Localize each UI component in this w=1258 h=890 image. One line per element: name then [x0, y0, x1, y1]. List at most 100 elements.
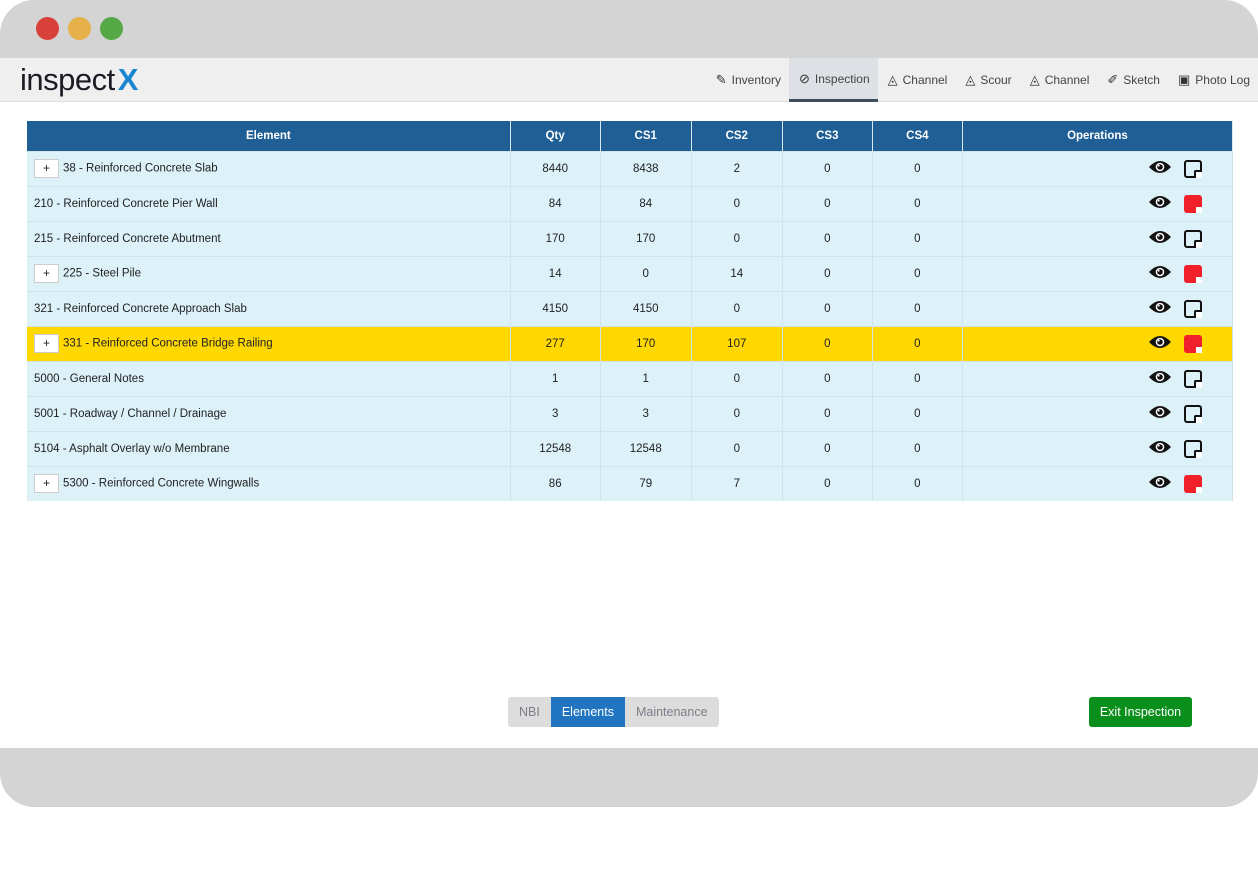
table-row[interactable]: 5104 - Asphalt Overlay w/o Membrane 12548… [27, 430, 1234, 466]
cs2-cell: 0 [691, 360, 783, 396]
cs1-cell: 79 [600, 465, 692, 501]
view-eye-icon[interactable] [1148, 229, 1172, 248]
view-eye-icon[interactable] [1148, 299, 1172, 318]
view-eye-icon[interactable] [1148, 404, 1172, 423]
table-row[interactable]: +225 - Steel Pile 14 0 14 0 0 [27, 255, 1234, 291]
note-flagged-icon[interactable] [1184, 194, 1202, 213]
segment-elements[interactable]: Elements [550, 697, 625, 727]
view-eye-icon[interactable] [1148, 369, 1172, 388]
note-icon[interactable] [1184, 404, 1202, 423]
cs1-cell: 3 [600, 395, 692, 431]
cs3-cell: 0 [782, 360, 873, 396]
table-row[interactable]: +5300 - Reinforced Concrete Wingwalls 86 7… [27, 465, 1234, 501]
table-row[interactable]: 215 - Reinforced Concrete Abutment 170 170… [27, 220, 1234, 256]
element-cell: +331 - Reinforced Concrete Bridge Railin… [27, 325, 511, 361]
tab-channel[interactable]: ◬ Channel [1020, 58, 1098, 102]
cs4-cell: 0 [872, 255, 963, 291]
note-icon[interactable] [1184, 229, 1202, 248]
column-header: Element [27, 121, 511, 151]
table-row[interactable]: +331 - Reinforced Concrete Bridge Railin… [27, 325, 1234, 361]
cs2-cell: 7 [691, 465, 783, 501]
column-header: Operations [962, 121, 1234, 151]
operations-cell [962, 150, 1234, 186]
exit-inspection-button[interactable]: Exit Inspection [1089, 697, 1192, 727]
element-cell: 5000 - General Notes [27, 360, 511, 396]
tab-label: Scour [980, 73, 1012, 87]
table-row[interactable]: 5000 - General Notes 1 1 0 0 0 [27, 360, 1234, 396]
cs3-cell: 0 [782, 220, 873, 256]
tab-label: Photo Log [1195, 73, 1250, 87]
cs3-cell: 0 [782, 255, 873, 291]
cs2-cell: 0 [691, 395, 783, 431]
view-eye-icon[interactable] [1148, 264, 1172, 283]
note-icon[interactable] [1184, 369, 1202, 388]
close-window-button[interactable] [36, 17, 59, 40]
table-row[interactable]: 210 - Reinforced Concrete Pier Wall 84 84 0… [27, 185, 1234, 221]
elements-table: Element Qty CS1 CS2 CS3 CS4 Operations +38 - R… [27, 121, 1234, 501]
table-row[interactable]: 321 - Reinforced Concrete Approach Slab 4… [27, 290, 1234, 326]
maximize-window-button[interactable] [100, 17, 123, 40]
note-icon[interactable] [1184, 159, 1202, 178]
tab-photo-log[interactable]: ▣ Photo Log [1168, 58, 1258, 102]
note-flagged-icon[interactable] [1184, 474, 1202, 493]
element-cell: +5300 - Reinforced Concrete Wingwalls [27, 465, 511, 501]
cs2-cell: 107 [691, 325, 783, 361]
tab-label: Inventory [731, 73, 782, 87]
column-header: CS4 [872, 121, 963, 151]
note-icon[interactable] [1184, 299, 1202, 318]
note-flagged-icon[interactable] [1184, 264, 1202, 283]
element-name: 215 - Reinforced Concrete Abutment [34, 232, 221, 245]
view-eye-icon[interactable] [1148, 159, 1172, 178]
column-header: CS3 [782, 121, 873, 151]
segment-nbi[interactable]: NBI [508, 697, 551, 727]
element-cell: 5104 - Asphalt Overlay w/o Membrane [27, 430, 511, 466]
tab-label: Inspection [814, 71, 870, 86]
table-row[interactable]: 5001 - Roadway / Channel / Drainage 3 3 0 0 0 [27, 395, 1234, 431]
tab-sketch[interactable]: ✐ Sketch [1097, 58, 1168, 102]
view-eye-icon[interactable] [1148, 194, 1172, 213]
column-header: Qty [510, 121, 601, 151]
table-row[interactable]: +38 - Reinforced Concrete Slab 8440 8438 2 0… [27, 150, 1234, 186]
segment-maintenance[interactable]: Maintenance [624, 697, 719, 727]
expand-button[interactable]: + [34, 264, 59, 283]
minimize-window-button[interactable] [68, 17, 91, 40]
area-chart-icon: ◬ [887, 72, 898, 87]
note-icon[interactable] [1184, 439, 1202, 458]
view-eye-icon[interactable] [1148, 474, 1172, 493]
tab-label: Channel [1044, 73, 1090, 87]
operations-cell [962, 430, 1234, 466]
cs2-cell: 0 [691, 290, 783, 326]
cs1-cell: 4150 [600, 290, 692, 326]
view-eye-icon[interactable] [1148, 334, 1172, 353]
cs4-cell: 0 [872, 430, 963, 466]
element-cell: 215 - Reinforced Concrete Abutment [27, 220, 511, 256]
tab-inventory[interactable]: ✎ Inventory [706, 58, 789, 102]
tab-inspection[interactable]: ⊘ Inspection [789, 58, 878, 102]
tab-channel[interactable]: ◬ Channel [878, 58, 956, 102]
photos-icon: ▣ [1177, 72, 1191, 87]
area-chart-icon: ◬ [965, 72, 976, 87]
tab-scour[interactable]: ◬ Scour [955, 58, 1019, 102]
cs1-cell: 8438 [600, 150, 692, 186]
cs2-cell: 0 [691, 220, 783, 256]
operations-cell [962, 220, 1234, 256]
note-flagged-icon[interactable] [1184, 334, 1202, 353]
element-cell: +38 - Reinforced Concrete Slab [27, 150, 511, 186]
cs2-cell: 0 [691, 185, 783, 221]
expand-button[interactable]: + [34, 334, 59, 353]
element-name: 5300 - Reinforced Concrete Wingwalls [63, 477, 260, 490]
qty-cell: 84 [510, 185, 601, 221]
cs1-cell: 1 [600, 360, 692, 396]
top-nav: inspectX ✎ Inventory ⊘ Inspection ◬ Channel ◬ S… [0, 58, 1258, 102]
view-eye-icon[interactable] [1148, 439, 1172, 458]
column-header: CS2 [691, 121, 783, 151]
qty-cell: 8440 [510, 150, 601, 186]
operations-cell [962, 255, 1234, 291]
expand-button[interactable]: + [34, 474, 59, 494]
operations-cell [962, 395, 1234, 431]
operations-cell [962, 290, 1234, 326]
app-window: inspectX ✎ Inventory ⊘ Inspection ◬ Channel ◬ S… [0, 0, 1258, 807]
expand-button[interactable]: + [34, 159, 59, 178]
element-name: 38 - Reinforced Concrete Slab [63, 162, 218, 175]
cs4-cell: 0 [872, 465, 963, 501]
